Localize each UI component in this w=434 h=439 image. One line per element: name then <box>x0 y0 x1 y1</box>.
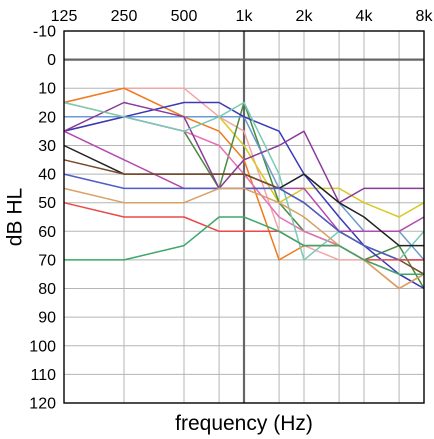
y-tick-label: 120 <box>29 396 56 413</box>
x-tick-label: 500 <box>171 8 198 25</box>
series-line-13 <box>63 173 424 261</box>
series-line-7 <box>63 101 425 290</box>
x-tick-label: 250 <box>111 8 138 25</box>
x-tick-label: 2k <box>296 8 314 25</box>
y-tick-labels: -10 0 10 20 30 40 50 60 70 80 90 100 110 120 <box>29 24 56 413</box>
y-tick-label: 90 <box>38 310 56 327</box>
y-tick-label: 20 <box>38 109 56 126</box>
x-tick-label: 4k <box>356 8 374 25</box>
y-tick-label: 80 <box>38 281 56 298</box>
y-tick-label: 40 <box>38 167 56 184</box>
y-tick-label: 0 <box>47 52 56 69</box>
x-tick-label: 1k <box>236 8 254 25</box>
y-tick-label: -10 <box>33 24 56 41</box>
series-line-14 <box>63 187 425 290</box>
y-tick-label: 30 <box>38 138 56 155</box>
y-tick-label: 10 <box>38 81 56 98</box>
plot-frame <box>63 30 425 404</box>
y-tick-label: 100 <box>29 338 56 355</box>
series-line-16 <box>64 216 424 275</box>
y-tick-label: 110 <box>30 367 56 384</box>
x-axis-label: frequency (Hz) <box>175 412 313 435</box>
x-tick-label: 8k <box>416 8 434 25</box>
series-line-8 <box>63 101 424 204</box>
series-lines <box>63 87 425 290</box>
y-tick-label: 60 <box>38 224 56 241</box>
x-tick-label: 125 <box>51 8 78 25</box>
y-tick-label: 70 <box>38 252 56 269</box>
y-tick-label: 50 <box>38 195 56 212</box>
y-axis-label: dB HL <box>4 188 27 246</box>
x-tick-labels: 125 250 500 1k 2k 4k 8k <box>51 8 434 25</box>
